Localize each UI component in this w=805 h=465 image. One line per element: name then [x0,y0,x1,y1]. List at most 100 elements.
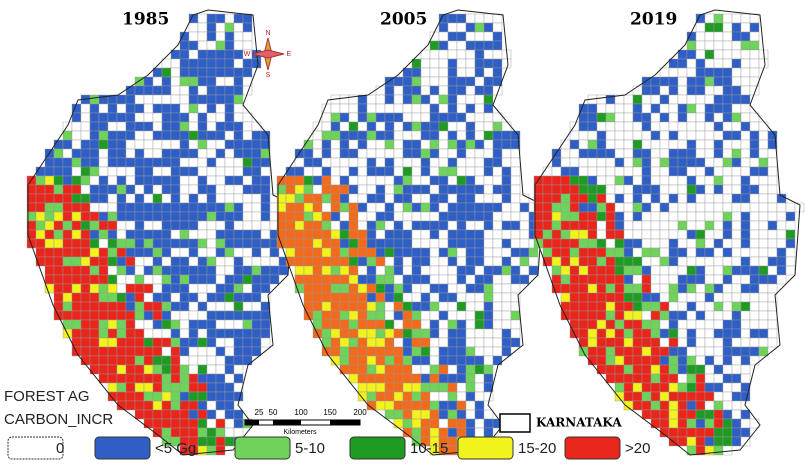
grid-cell [215,85,226,96]
grid-cell [161,202,172,213]
grid-cell [740,148,751,159]
grid-cell [224,400,235,411]
grid-cell [668,67,679,78]
grid-cell [215,346,226,357]
grid-cell [713,274,724,285]
grid-cell [269,247,280,258]
grid-cell [596,94,607,105]
grid-cell [465,382,476,393]
grid-cell [668,211,679,222]
grid-cell [303,238,314,249]
grid-cell [731,418,742,429]
grid-cell [62,310,73,321]
grid-cell [233,76,244,87]
grid-cell [686,67,697,78]
grid-cell [740,319,751,330]
grid-cell [686,301,697,312]
grid-cell [215,184,226,195]
grid-cell [143,175,154,186]
grid-cell [44,238,55,249]
grid-cell [188,247,199,258]
grid-cell [80,256,91,267]
grid-cell [116,292,127,303]
grid-cell [695,130,706,141]
grid-cell [551,175,562,186]
grid-cell [170,139,181,150]
legend-swatch [7,436,64,460]
grid-cell [542,202,553,213]
grid-cell [767,220,778,231]
grid-cell [62,265,73,276]
grid-cell [116,247,127,258]
grid-cell [303,184,314,195]
grid-cell [578,283,589,294]
grid-cell [510,148,521,159]
grid-cell [650,283,661,294]
grid-cell [632,112,643,123]
grid-cell [179,247,190,258]
grid-cell [420,256,431,267]
grid-cell [587,265,598,276]
grid-cell [731,13,742,24]
grid-cell [134,319,145,330]
grid-cell [578,265,589,276]
grid-cell [53,202,64,213]
grid-cell [713,283,724,294]
grid-cell [623,337,634,348]
grid-cell [71,175,82,186]
grid-cell [321,211,332,222]
grid-cell [107,301,118,312]
grid-cell [659,166,670,177]
grid-cell [438,247,449,258]
grid-cell [668,94,679,105]
grid-cell [152,139,163,150]
grid-cell [260,166,271,177]
grid-cell [677,85,688,96]
grid-cell [170,418,181,429]
grid-cell [366,364,377,375]
grid-cell [215,112,226,123]
grid-cell [456,175,467,186]
grid-cell [348,328,359,339]
grid-cell [143,166,154,177]
grid-cell [330,292,341,303]
grid-cell [429,76,440,87]
grid-cell [650,121,661,132]
grid-cell [152,418,163,429]
grid-cell [188,193,199,204]
grid-cell [447,400,458,411]
grid-cell [447,58,458,69]
grid-cell [197,418,208,429]
grid-cell [170,400,181,411]
grid-cell [474,139,485,150]
grid-cell [303,175,314,186]
grid-cell [438,220,449,231]
grid-cell [713,175,724,186]
grid-cell [393,85,404,96]
grid-cell [170,256,181,267]
grid-cell [704,229,715,240]
grid-cell [474,364,485,375]
grid-cell [206,130,217,141]
grid-cell [420,265,431,276]
grid-cell [510,247,521,258]
grid-cell [465,319,476,330]
grid-cell [224,256,235,267]
grid-cell [465,265,476,276]
grid-cell [483,148,494,159]
grid-cell [411,346,422,357]
grid-cell [188,274,199,285]
grid-cell [224,418,235,429]
grid-cell [465,355,476,366]
grid-cell [429,238,440,249]
grid-cell [80,184,91,195]
grid-cell [224,175,235,186]
grid-cell [632,373,643,384]
grid-cell [330,130,341,141]
grid-cell [89,121,100,132]
grid-cell [170,301,181,312]
grid-cell [641,328,652,339]
grid-cell [501,148,512,159]
grid-cell [411,130,422,141]
grid-cell [420,274,431,285]
